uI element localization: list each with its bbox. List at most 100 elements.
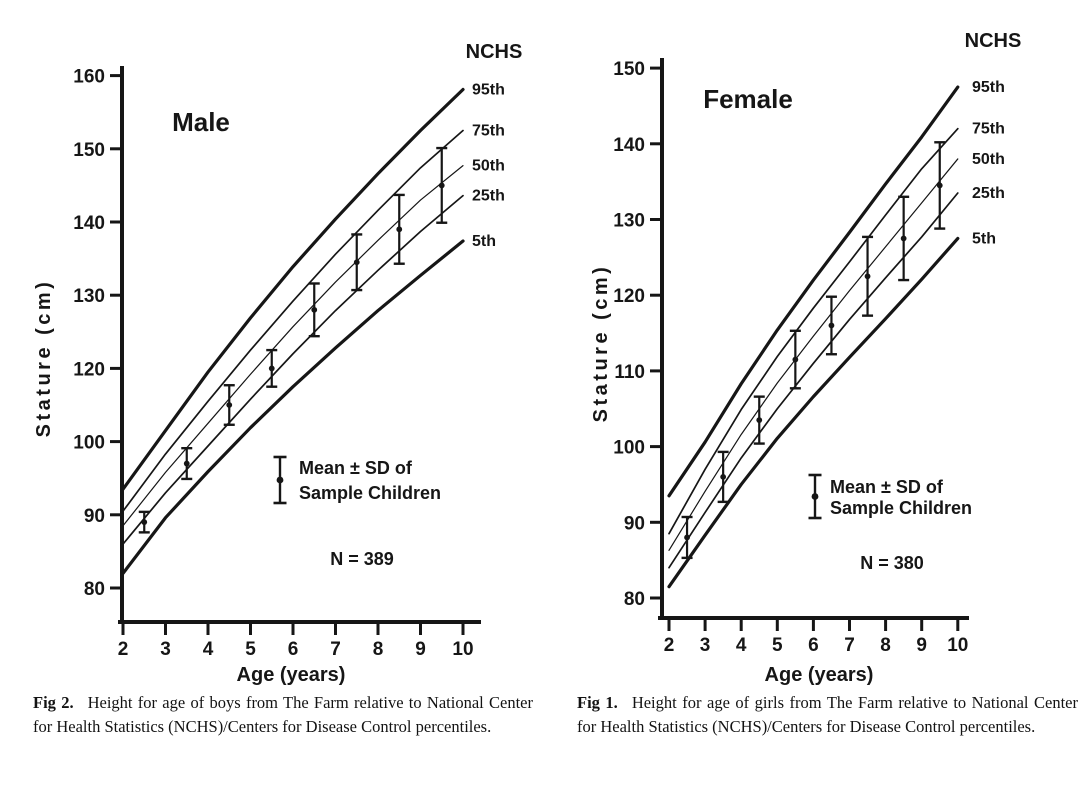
sample-mean-dot [141,519,148,526]
percentile-label-50th: 50th [472,158,505,175]
sample-errorbar-age-9.5 [436,146,448,224]
x-axis-label: Age (years) [237,664,346,686]
x-tick-label: 8 [373,639,384,660]
percentile-curve-50th [668,158,959,551]
percentile-curve-25th [122,194,464,545]
percentile-label-50th: 50th [972,151,1005,168]
chart-title: Female [703,84,793,114]
percentile-curve-25th [668,192,959,569]
y-tick-label: 90 [84,506,105,527]
sample-errorbar-age-4.5 [223,384,235,426]
sample-mean-dot [936,182,943,189]
legend-symbol-dot [811,493,819,500]
percentile-curve-75th [122,129,464,512]
percentile-curve-95th [121,87,465,491]
sample-errorbar-age-3.5 [717,450,729,504]
x-tick-label: 2 [664,635,675,656]
x-tick-label: 9 [916,635,927,656]
y-tick-label: 100 [73,433,105,454]
sample-errorbar-age-6.5 [825,295,837,356]
sample-mean-dot [864,273,871,280]
y-tick-label: 150 [73,140,105,161]
sample-errorbar-age-4.5 [753,395,765,445]
male-growth-chart: 80 90 100 120 130 140 150 160 2 3 4 5 6 7 8 9 10 95th 75th… [33,41,523,686]
x-tick-label: 6 [808,635,819,656]
legend-symbol-dot [276,476,284,484]
x-tick-label: 4 [736,635,747,656]
x-tick-label: 10 [452,639,473,660]
percentile-label-95th: 95th [972,79,1005,96]
caption-fig2-text: Height for age of boys from The Farm rel… [33,693,533,736]
female-growth-chart: 80 90 100 110 120 130 140 150 2 3 4 5 6 7 8 9 10 95th 75th… [590,30,1022,686]
x-tick-label: 10 [947,635,968,656]
percentile-curve-50th [122,165,464,527]
sample-mean-dot [268,365,275,372]
y-tick-label: 130 [613,211,645,232]
sample-mean-dot [720,473,727,480]
sample-errorbar-age-2.5 [681,515,693,560]
y-tick-label: 140 [613,135,645,156]
sample-mean-dot [792,356,799,363]
y-tick-label: 160 [73,67,105,88]
legend-line2: Sample Children [299,483,441,503]
y-tick-label: 110 [614,362,645,383]
nchs-header: NCHS [466,41,523,63]
y-tick-label: 150 [613,59,645,80]
caption-fig1-label: Fig 1. [577,693,618,712]
y-tick-label: 80 [84,579,105,600]
legend-line1: Mean ± SD of [299,458,413,478]
x-tick-label: 4 [203,639,214,660]
percentile-label-25th: 25th [472,188,505,205]
percentile-label-5th: 5th [472,233,496,250]
sample-errorbar-age-2.5 [138,510,150,534]
percentile-label-25th: 25th [972,185,1005,202]
nchs-header: NCHS [965,30,1022,52]
sample-errorbar-age-5.5 [266,348,278,388]
sample-errorbar-age-7.5 [862,235,874,317]
sample-mean-dot [828,322,835,329]
sample-size-label: N = 380 [860,553,924,573]
x-tick-label: 8 [880,635,891,656]
sample-mean-dot [756,417,763,424]
x-tick-label: 2 [118,639,129,660]
chart-title: Male [172,107,230,137]
sample-mean-dot [353,259,360,266]
sample-mean-dot [311,306,318,313]
sample-errorbar-age-3.5 [181,446,193,481]
percentile-curve-75th [668,127,959,535]
sample-mean-dot [396,226,403,233]
y-tick-label: 90 [624,513,645,534]
caption-fig1-text: Height for age of girls from The Farm re… [577,693,1078,736]
y-tick-label: 80 [624,589,645,610]
y-axis-label: Stature (cm) [33,279,55,438]
x-tick-label: 7 [844,635,855,656]
x-tick-label: 6 [288,639,299,660]
caption-fig2-label: Fig 2. [33,693,74,712]
percentile-curve-5th [121,239,465,575]
percentile-label-5th: 5th [972,230,996,247]
caption-fig2: Fig 2. Height for age of boys from The Fa… [33,691,533,739]
x-tick-label: 7 [330,639,341,660]
sample-errorbar-age-6.5 [308,282,320,338]
x-tick-label: 9 [415,639,426,660]
x-tick-label: 3 [700,635,711,656]
sample-mean-dot [900,235,907,242]
sample-errorbar-age-5.5 [789,329,801,390]
sample-errorbar-age-8.5 [898,195,910,282]
x-tick-label: 5 [772,635,783,656]
sample-errorbar-age-8.5 [393,193,405,265]
x-tick-label: 5 [245,639,256,660]
percentile-curve-5th [667,236,960,589]
y-axis-label: Stature (cm) [590,264,612,423]
percentile-label-95th: 95th [472,82,505,99]
x-tick-label: 3 [160,639,171,660]
y-tick-label: 130 [73,286,105,307]
percentile-label-75th: 75th [472,123,505,140]
caption-fig1: Fig 1. Height for age of girls from The F… [577,691,1078,739]
sample-errorbar-age-7.5 [351,233,363,292]
sample-errorbar-age-9.5 [934,141,946,230]
y-tick-label: 120 [613,286,645,307]
sample-mean-dot [684,534,690,541]
percentile-curve-95th [667,85,960,498]
